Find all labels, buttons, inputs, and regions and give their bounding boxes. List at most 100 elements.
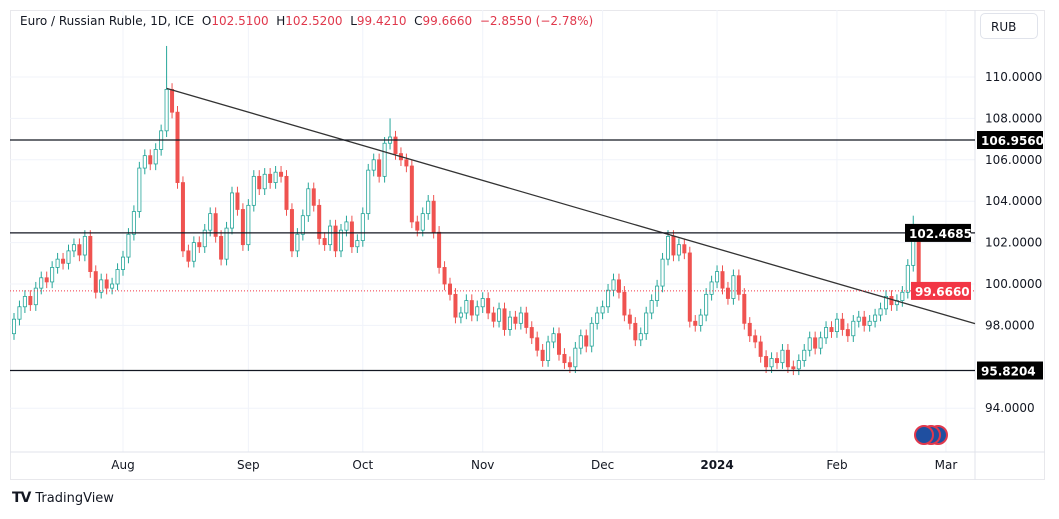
candle-body xyxy=(818,337,823,349)
candle-body xyxy=(622,291,627,316)
candle-body xyxy=(845,329,850,337)
candle-body xyxy=(856,316,861,322)
candle-body xyxy=(687,252,692,322)
candle-body xyxy=(731,275,736,299)
candle-body xyxy=(791,366,796,370)
candle-body xyxy=(557,333,562,355)
candle-body xyxy=(824,327,829,339)
candle-body xyxy=(268,173,273,183)
candle-body xyxy=(77,244,82,256)
y-tick-label: 106.0000 xyxy=(985,153,1042,167)
candle-body xyxy=(764,356,769,368)
symbol-legend: Euro / Russian Ruble, 1D, ICE O102.5100 … xyxy=(20,14,593,28)
candle-body xyxy=(486,298,491,314)
candle-body xyxy=(513,316,518,324)
x-tick-label: 2024 xyxy=(700,458,733,472)
candle-body xyxy=(61,258,66,264)
trendline xyxy=(166,87,976,325)
candle-body xyxy=(251,175,256,206)
candle-body xyxy=(497,308,502,322)
candle-body xyxy=(458,312,463,318)
candle-body xyxy=(475,306,480,316)
candle-body xyxy=(769,358,774,368)
candle-body xyxy=(137,167,142,212)
close-label: C xyxy=(414,14,423,28)
candle-body xyxy=(306,188,311,217)
candle-body xyxy=(546,341,551,361)
candle-body xyxy=(235,192,240,210)
chart-frame xyxy=(10,10,1045,480)
candle-body xyxy=(55,258,60,268)
candle-body xyxy=(464,300,469,314)
candle-body xyxy=(208,213,213,231)
candle-body xyxy=(213,213,218,237)
currency-button[interactable]: RUB xyxy=(980,13,1038,39)
candle-body xyxy=(393,136,398,154)
candle-body xyxy=(202,229,207,248)
candle-body xyxy=(93,271,98,293)
candle-body xyxy=(426,200,431,215)
candle-body xyxy=(11,318,16,335)
candle-body xyxy=(524,312,529,328)
candle-body xyxy=(862,316,867,326)
candle-body xyxy=(295,233,300,252)
candle-body xyxy=(873,314,878,322)
candle-body xyxy=(349,221,354,248)
candle-body xyxy=(110,283,115,289)
candle-body xyxy=(415,221,420,231)
candle-body xyxy=(28,296,33,306)
candle-body xyxy=(905,264,910,293)
y-tick-label: 98.0000 xyxy=(985,318,1035,332)
level-price-label: 95.8204 xyxy=(981,365,1036,379)
candle-body xyxy=(584,335,589,347)
candle-body xyxy=(551,333,556,343)
candle-body xyxy=(447,283,452,295)
x-tick-label: Aug xyxy=(111,458,134,472)
candle-body xyxy=(900,291,905,301)
x-tick-label: Oct xyxy=(352,458,373,472)
candle-body xyxy=(197,242,202,248)
candle-body xyxy=(518,312,523,324)
candle-body xyxy=(540,349,545,361)
tradingview-logo[interactable]: TV TradingView xyxy=(12,490,114,506)
brand-name: TradingView xyxy=(35,490,114,506)
candle-body xyxy=(99,279,104,293)
tv-logo-icon: TV xyxy=(12,490,31,506)
candle-body xyxy=(420,213,425,231)
candle-body xyxy=(829,327,834,333)
candle-body xyxy=(780,349,785,364)
candle-body xyxy=(366,169,371,215)
candle-body xyxy=(715,271,720,283)
candle-body xyxy=(328,225,333,246)
candle-body xyxy=(229,192,234,229)
level-price-tag xyxy=(905,223,971,242)
candle-body xyxy=(725,287,730,299)
y-tick-label: 104.0000 xyxy=(985,194,1042,208)
candle-body xyxy=(627,314,632,324)
candle-body xyxy=(142,155,147,169)
candle-body xyxy=(219,235,224,260)
currency-flag-icon xyxy=(914,425,934,445)
candle-body xyxy=(344,221,349,231)
y-tick-label: 110.0000 xyxy=(985,70,1042,84)
candle-body xyxy=(333,225,338,252)
candle-body xyxy=(742,293,747,324)
candle-body xyxy=(704,293,709,316)
x-tick-label: Feb xyxy=(826,458,847,472)
candle-body xyxy=(562,353,567,364)
change-value: −2.8550 (−2.78%) xyxy=(479,14,594,28)
candle-body xyxy=(666,235,671,260)
candle-body xyxy=(867,320,872,326)
candle-body xyxy=(240,209,245,246)
candle-body xyxy=(442,267,447,285)
candle-body xyxy=(44,277,49,283)
candle-body xyxy=(224,227,229,260)
open-label: O xyxy=(201,14,212,28)
level-price-tag xyxy=(977,361,1043,380)
candle-body xyxy=(50,267,55,283)
candle-body xyxy=(170,89,175,113)
candle-body xyxy=(39,277,44,289)
candle-body xyxy=(638,333,643,341)
candle-body xyxy=(355,240,360,248)
